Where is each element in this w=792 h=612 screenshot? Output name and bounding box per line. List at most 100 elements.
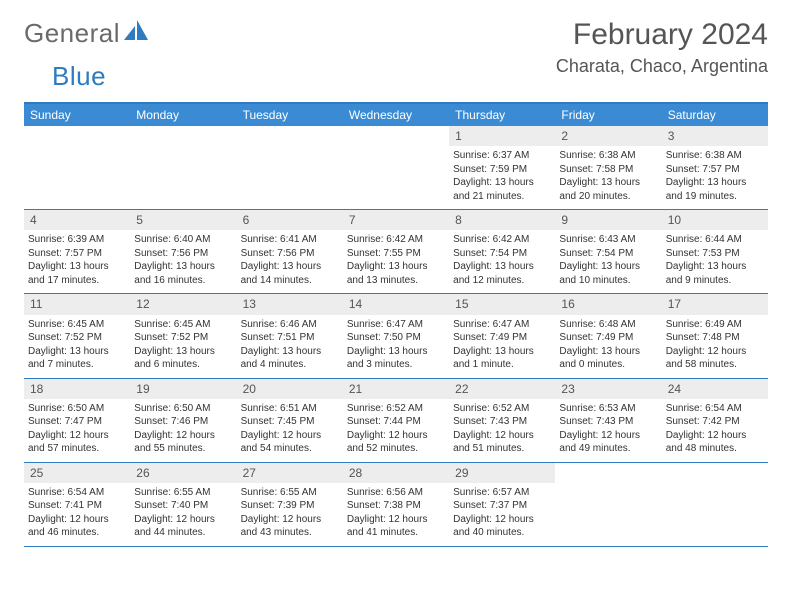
day-number: 9 [555, 210, 661, 230]
sunset-text: Sunset: 7:44 PM [347, 415, 445, 429]
daylight-text: and 54 minutes. [241, 442, 339, 456]
day-cell: 22Sunrise: 6:52 AMSunset: 7:43 PMDayligh… [449, 379, 555, 462]
day-number: 28 [343, 463, 449, 483]
daylight-text: Daylight: 13 hours [241, 345, 339, 359]
daylight-text: Daylight: 13 hours [241, 260, 339, 274]
daylight-text: Daylight: 13 hours [347, 260, 445, 274]
daylight-text: Daylight: 13 hours [28, 345, 126, 359]
day-cell: 9Sunrise: 6:43 AMSunset: 7:54 PMDaylight… [555, 210, 661, 293]
day-cell: 28 Sunrise: 6:56 AMSunset: 7:38 PMDayligh… [343, 463, 449, 546]
sunset-text: Sunset: 7:37 PM [453, 499, 551, 513]
day-number: 16 [555, 294, 661, 314]
daylight-text: Daylight: 12 hours [241, 513, 339, 527]
sunrise-text: Sunrise: 6:50 AM [28, 402, 126, 416]
day-number: 3 [662, 126, 768, 146]
weekday-header: Saturday [662, 104, 768, 126]
day-cell: 27Sunrise: 6:55 AMSunset: 7:39 PMDayligh… [237, 463, 343, 546]
daylight-text: Daylight: 12 hours [347, 513, 445, 527]
sunrise-text: Sunrise: 6:45 AM [28, 318, 126, 332]
sunset-text: Sunset: 7:56 PM [134, 247, 232, 261]
daylight-text: Daylight: 12 hours [347, 429, 445, 443]
daylight-text: and 51 minutes. [453, 442, 551, 456]
sunset-text: Sunset: 7:38 PM [347, 499, 445, 513]
title-block: February 2024 Charata, Chaco, Argentina [556, 18, 768, 77]
sunset-text: Sunset: 7:49 PM [559, 331, 657, 345]
day-number: 10 [662, 210, 768, 230]
sunset-text: Sunset: 7:46 PM [134, 415, 232, 429]
day-cell: 23Sunrise: 6:53 AMSunset: 7:43 PMDayligh… [555, 379, 661, 462]
week-row: 25Sunrise: 6:54 AMSunset: 7:41 PMDayligh… [24, 463, 768, 547]
day-number: 14 [343, 294, 449, 314]
daylight-text: and 43 minutes. [241, 526, 339, 540]
daylight-text: and 0 minutes. [559, 358, 657, 372]
day-number: 29 [449, 463, 555, 483]
sunset-text: Sunset: 7:52 PM [28, 331, 126, 345]
sunset-text: Sunset: 7:56 PM [241, 247, 339, 261]
daylight-text: Daylight: 13 hours [559, 176, 657, 190]
sunset-text: Sunset: 7:55 PM [347, 247, 445, 261]
sunrise-text: Sunrise: 6:56 AM [347, 486, 445, 500]
day-cell: 15Sunrise: 6:47 AMSunset: 7:49 PMDayligh… [449, 294, 555, 377]
empty-cell [237, 126, 343, 209]
day-cell: 7Sunrise: 6:42 AMSunset: 7:55 PMDaylight… [343, 210, 449, 293]
sunrise-text: Sunrise: 6:37 AM [453, 149, 551, 163]
sunset-text: Sunset: 7:57 PM [28, 247, 126, 261]
daylight-text: and 13 minutes. [347, 274, 445, 288]
day-number: 18 [24, 379, 130, 399]
daylight-text: Daylight: 12 hours [559, 429, 657, 443]
sunset-text: Sunset: 7:57 PM [666, 163, 764, 177]
daylight-text: and 44 minutes. [134, 526, 232, 540]
weeks-container: 1 Sunrise: 6:37 AMSunset: 7:59 PM Daylight… [24, 126, 768, 547]
daylight-text: Daylight: 12 hours [666, 429, 764, 443]
sunrise-text: Sunrise: 6:44 AM [666, 233, 764, 247]
day-cell: 2Sunrise: 6:38 AMSunset: 7:58 PMDaylight… [555, 126, 661, 209]
daylight-text: Daylight: 13 hours [134, 345, 232, 359]
day-number: 8 [449, 210, 555, 230]
daylight-text: Daylight: 13 hours [28, 260, 126, 274]
sunrise-text: Sunrise: 6:50 AM [134, 402, 232, 416]
day-cell: 14Sunrise: 6:47 AMSunset: 7:50 PMDayligh… [343, 294, 449, 377]
daylight-text: and 58 minutes. [666, 358, 764, 372]
daylight-text: Daylight: 13 hours [453, 260, 551, 274]
daylight-text: and 4 minutes. [241, 358, 339, 372]
weekday-header-row: Sunday Monday Tuesday Wednesday Thursday… [24, 104, 768, 126]
weekday-header: Sunday [24, 104, 130, 126]
sunset-text: Sunset: 7:54 PM [559, 247, 657, 261]
daylight-text: and 1 minute. [453, 358, 551, 372]
daylight-text: Daylight: 13 hours [559, 260, 657, 274]
day-number: 20 [237, 379, 343, 399]
day-cell: 20Sunrise: 6:51 AMSunset: 7:45 PMDayligh… [237, 379, 343, 462]
sunset-text: Sunset: 7:52 PM [134, 331, 232, 345]
sunrise-text: Sunrise: 6:48 AM [559, 318, 657, 332]
sunset-text: Sunset: 7:43 PM [453, 415, 551, 429]
sunrise-text: Sunrise: 6:47 AM [347, 318, 445, 332]
daylight-text: and 16 minutes. [134, 274, 232, 288]
day-cell: 18Sunrise: 6:50 AMSunset: 7:47 PMDayligh… [24, 379, 130, 462]
daylight-text: Daylight: 13 hours [453, 345, 551, 359]
day-cell: 25Sunrise: 6:54 AMSunset: 7:41 PMDayligh… [24, 463, 130, 546]
daylight-text: and 7 minutes. [28, 358, 126, 372]
week-row: 4Sunrise: 6:39 AMSunset: 7:57 PMDaylight… [24, 210, 768, 294]
daylight-text: Daylight: 13 hours [559, 345, 657, 359]
daylight-text: and 20 minutes. [559, 190, 657, 204]
day-number: 19 [130, 379, 236, 399]
month-title: February 2024 [556, 18, 768, 52]
day-cell: 8Sunrise: 6:42 AMSunset: 7:54 PMDaylight… [449, 210, 555, 293]
sunset-text: Sunset: 7:58 PM [559, 163, 657, 177]
daylight-text: and 14 minutes. [241, 274, 339, 288]
sunset-text: Sunset: 7:59 PM [453, 163, 551, 177]
sunrise-text: Sunrise: 6:38 AM [559, 149, 657, 163]
daylight-text: and 3 minutes. [347, 358, 445, 372]
daylight-text: and 19 minutes. [666, 190, 764, 204]
day-number: 1 [449, 126, 555, 146]
sunrise-text: Sunrise: 6:40 AM [134, 233, 232, 247]
location-label: Charata, Chaco, Argentina [556, 56, 768, 77]
day-number: 24 [662, 379, 768, 399]
sunrise-text: Sunrise: 6:54 AM [666, 402, 764, 416]
day-cell: 21Sunrise: 6:52 AMSunset: 7:44 PMDayligh… [343, 379, 449, 462]
daylight-text: and 57 minutes. [28, 442, 126, 456]
daylight-text: Daylight: 12 hours [134, 429, 232, 443]
calendar-grid: Sunday Monday Tuesday Wednesday Thursday… [24, 102, 768, 547]
weekday-header: Friday [555, 104, 661, 126]
day-number: 6 [237, 210, 343, 230]
